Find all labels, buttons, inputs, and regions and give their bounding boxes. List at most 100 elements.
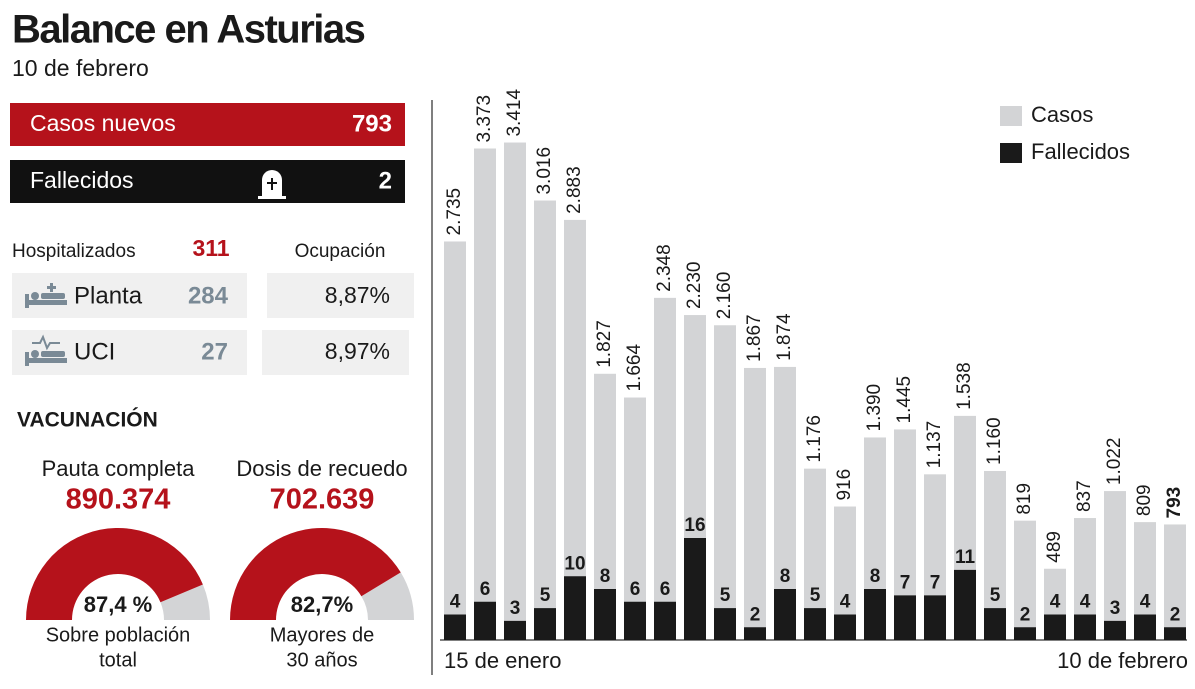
value-label: 4	[1080, 592, 1091, 613]
value-label: 7	[930, 572, 941, 593]
value-label: 1.827	[594, 320, 615, 368]
deaths-value: 2	[379, 167, 392, 194]
icu-icon	[25, 334, 67, 366]
row-occupancy: 8,97%	[325, 338, 390, 364]
bar	[474, 148, 496, 640]
occupancy-header: Ocupación	[295, 241, 386, 262]
bar	[534, 200, 556, 641]
bar	[624, 397, 646, 640]
bar	[774, 366, 796, 640]
gauge-total: 890.374	[66, 484, 171, 516]
x-tick-label: 10 de febrero	[1057, 648, 1188, 673]
x-tick-label: 15 de enero	[444, 648, 561, 673]
bar	[594, 589, 616, 640]
bar	[774, 589, 796, 640]
value-label: 4	[1140, 592, 1151, 613]
bar	[1134, 614, 1156, 640]
subtitle: 10 de febrero	[12, 55, 149, 81]
hospital-label: Hospitalizados	[12, 241, 136, 262]
bar	[834, 506, 856, 640]
bar	[714, 325, 736, 640]
bar	[504, 142, 526, 640]
bed-icon	[25, 283, 67, 308]
bar	[1074, 518, 1096, 640]
gauge-rest	[160, 584, 210, 620]
cases-box	[10, 103, 405, 146]
bar	[864, 589, 886, 640]
bar	[984, 608, 1006, 640]
gauge-label: 82,7%	[291, 592, 353, 617]
bar	[1134, 522, 1156, 640]
gauge-caption: Sobre población	[46, 624, 191, 646]
row-bg	[267, 273, 414, 318]
value-label: 6	[480, 579, 491, 600]
legend-label: Fallecidos	[1031, 139, 1130, 164]
row-label: Planta	[74, 282, 143, 309]
value-label: 8	[600, 566, 611, 587]
bar	[1014, 520, 1036, 640]
gauge-caption: total	[99, 649, 137, 671]
value-label: 5	[540, 585, 551, 606]
value-label: 7	[900, 572, 911, 593]
bar	[1104, 620, 1126, 640]
value-label: 793	[1164, 487, 1185, 519]
value-label: 837	[1074, 480, 1095, 512]
value-label: 4	[840, 592, 851, 613]
value-label: 1.538	[954, 362, 975, 410]
legend-label: Casos	[1031, 102, 1093, 127]
bar	[894, 595, 916, 640]
value-label: 6	[630, 579, 641, 600]
bar	[834, 614, 856, 640]
bar	[1074, 614, 1096, 640]
deaths-box	[10, 160, 405, 203]
bar	[924, 595, 946, 640]
gauge-caption: 30 años	[286, 649, 357, 671]
row-value: 27	[201, 338, 228, 365]
value-label: 4	[450, 592, 461, 613]
bar	[1014, 627, 1036, 640]
bar	[444, 614, 466, 640]
value-label: 1.160	[984, 417, 1005, 465]
bar	[744, 627, 766, 640]
value-label: 1.137	[924, 421, 945, 469]
value-label: 1.022	[1104, 438, 1125, 486]
bar	[684, 538, 706, 640]
value-label: 1.445	[894, 376, 915, 424]
value-label: 3.373	[474, 95, 495, 143]
value-label: 2.160	[714, 272, 735, 320]
bar	[654, 297, 676, 640]
legend-swatch	[1000, 106, 1022, 126]
gauge-value	[26, 527, 203, 620]
value-label: 916	[834, 469, 855, 501]
gauge-title: Pauta completa	[42, 456, 196, 481]
value-label: 2.735	[444, 188, 465, 236]
gauge-total: 702.639	[270, 484, 375, 516]
bar	[654, 601, 676, 640]
row-bg	[262, 330, 409, 375]
value-label: 3	[510, 598, 521, 619]
bar	[444, 241, 466, 640]
gauge-value	[230, 528, 401, 620]
value-label: 10	[564, 553, 585, 574]
bar	[1164, 524, 1186, 640]
value-label: 1.664	[624, 344, 645, 392]
deaths-label: Fallecidos	[30, 167, 134, 193]
bar	[894, 429, 916, 640]
value-label: 6	[660, 579, 671, 600]
gauge-label: 87,4 %	[84, 592, 153, 617]
value-label: 3.016	[534, 147, 555, 195]
bar	[714, 608, 736, 640]
row-occupancy: 8,87%	[325, 282, 390, 308]
tombstone-icon	[258, 170, 286, 199]
row-value: 284	[188, 282, 229, 309]
bar	[1164, 627, 1186, 640]
bar	[804, 468, 826, 640]
row-label: UCI	[74, 338, 115, 365]
bar	[564, 576, 586, 640]
value-label: 4	[1050, 592, 1061, 613]
title: Balance en Asturias	[12, 8, 365, 52]
value-label: 5	[720, 585, 731, 606]
bar	[624, 601, 646, 640]
gauge-rest	[361, 572, 414, 620]
